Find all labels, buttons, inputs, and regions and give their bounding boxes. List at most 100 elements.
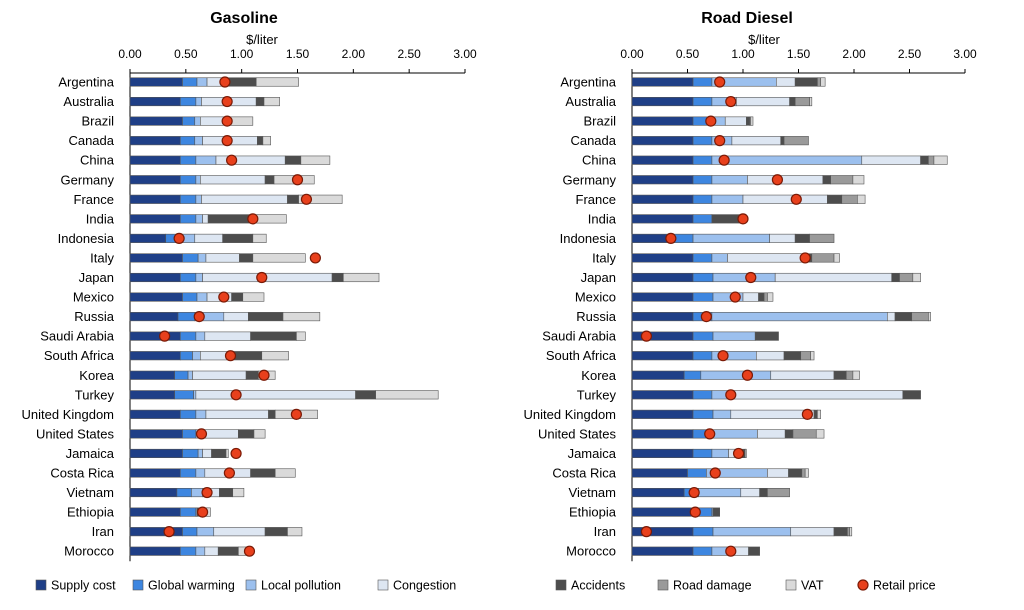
bar-segment-global-warming: [687, 468, 707, 478]
x-tick-label: 2.00: [842, 47, 866, 61]
country-label: United Kingdom: [524, 407, 617, 422]
bar-segment-supply-cost: [631, 390, 694, 400]
legend-label: Retail price: [873, 579, 936, 593]
bar-segment-local-pollution: [698, 487, 742, 498]
bar-row-italy: Italy: [90, 250, 321, 265]
bar-segment-congestion: [204, 429, 239, 439]
legend-swatch: [785, 579, 797, 591]
bar-segment-local-pollution: [711, 253, 728, 263]
bar-segment-congestion: [724, 116, 747, 126]
country-label: Morocco: [566, 544, 616, 559]
bar-segment-congestion: [204, 546, 219, 556]
country-label: Germany: [61, 172, 115, 187]
bar-segment-vat: [817, 409, 821, 419]
bar-segment-congestion: [201, 194, 288, 204]
bar-segment-vat: [274, 468, 296, 478]
bar-segment-global-warming: [692, 155, 713, 165]
bar-segment-congestion: [767, 468, 789, 478]
bar-segment-accidents: [217, 546, 239, 556]
bar-segment-global-warming: [692, 292, 714, 302]
bar-segment-road-damage: [792, 429, 817, 439]
bar-row-united-kingdom: United Kingdom: [524, 407, 821, 422]
retail-price-marker: [163, 526, 175, 538]
bar-segment-accidents: [902, 390, 921, 400]
bar-segment-global-warming: [179, 97, 197, 107]
bar-segment-local-pollution: [194, 136, 203, 146]
x-tick-label: 3.00: [953, 47, 977, 61]
bar-segment-local-pollution: [195, 155, 217, 165]
bar-segment-congestion: [861, 155, 921, 165]
bar-segment-accidents: [794, 77, 818, 87]
chart-panel-gasoline: Gasoline $/liter 0.00 0.50 1.00 1.50 2.00 2.50 3…: [22, 10, 477, 562]
bar-segment-global-warming: [692, 175, 713, 185]
bar-segment-accidents: [264, 527, 288, 537]
bar-segment-local-pollution: [194, 116, 201, 126]
bar-segment-global-warming: [692, 194, 713, 204]
bar-segment-global-warming: [692, 351, 713, 361]
bar-segment-global-warming: [683, 370, 702, 380]
bar-row-china: China: [582, 153, 948, 168]
bar-segment-congestion: [205, 253, 240, 263]
bar-row-iran: Iran: [92, 524, 303, 539]
retail-price-marker: [193, 311, 205, 323]
bar-segment-road-damage: [800, 351, 812, 361]
bar-segment-local-pollution: [196, 77, 208, 87]
bar-segment-vat: [852, 370, 860, 380]
x-tick-label: 1.50: [787, 47, 811, 61]
bar-segment-supply-cost: [631, 136, 694, 146]
bar-segment-vat: [262, 136, 271, 146]
bar-row-mexico: Mexico: [73, 290, 265, 305]
bar-row-india: India: [588, 211, 749, 226]
bar-row-mexico: Mexico: [575, 290, 774, 305]
bar-segment-road-damage: [847, 527, 850, 537]
retail-price-marker: [771, 174, 784, 186]
bar-segment-congestion: [769, 233, 796, 243]
bar-row-italy: Italy: [592, 250, 840, 265]
bar-segment-supply-cost: [631, 312, 694, 322]
bar-segment-local-pollution: [711, 155, 863, 165]
retail-price-marker: [224, 350, 237, 362]
country-label: France: [74, 192, 114, 207]
bar-segment-congestion: [213, 527, 266, 537]
bar-segment-supply-cost: [129, 292, 183, 302]
bar-segment-supply-cost: [129, 487, 178, 498]
retail-price-marker: [230, 447, 242, 460]
bar-segment-supply-cost: [631, 546, 694, 556]
bar-segment-road-damage: [845, 370, 854, 380]
bar-segment-vat: [375, 390, 439, 400]
legend-item-vat: VAT: [785, 579, 824, 593]
retail-price-marker: [309, 252, 321, 264]
x-tick-label: 1.00: [731, 47, 755, 61]
bar-segment-accidents: [219, 487, 234, 498]
bar-segment-global-warming: [174, 370, 189, 380]
bar-segment-global-warming: [174, 390, 194, 400]
bar-segment-accidents: [232, 351, 263, 361]
bar-segment-road-damage: [801, 468, 806, 478]
bar-segment-local-pollution: [196, 292, 208, 302]
bar-segment-local-pollution: [711, 448, 729, 459]
bar-segment-supply-cost: [129, 194, 181, 204]
bar-segment-supply-cost: [129, 272, 181, 283]
bar-row-indonesia: Indonesia: [58, 231, 267, 246]
legend-label: VAT: [801, 579, 824, 593]
bar-segment-global-warming: [692, 409, 714, 419]
bar-segment-supply-cost: [631, 77, 694, 87]
bar-segment-accidents: [245, 370, 259, 380]
bar-segment-accidents: [231, 292, 244, 302]
country-label: Jamaica: [66, 446, 115, 461]
country-label: Brazil: [583, 114, 616, 129]
bar-segment-vat: [298, 194, 343, 204]
bar-segment-congestion: [223, 312, 249, 322]
bar-segment-accidents: [222, 233, 254, 243]
bar-row-australia: Australia: [565, 94, 813, 109]
retail-price-marker: [247, 213, 259, 225]
bar-segment-supply-cost: [129, 331, 181, 341]
bar-row-united-states: United States: [36, 426, 266, 441]
country-label: Germany: [563, 172, 617, 187]
bar-segment-supply-cost: [129, 448, 183, 459]
country-label: Australia: [63, 94, 114, 109]
bar-row-iran: Iran: [594, 524, 853, 539]
bar-segment-supply-cost: [631, 97, 694, 107]
bar-segment-congestion: [727, 253, 808, 263]
bar-row-japan: Japan: [581, 270, 921, 285]
